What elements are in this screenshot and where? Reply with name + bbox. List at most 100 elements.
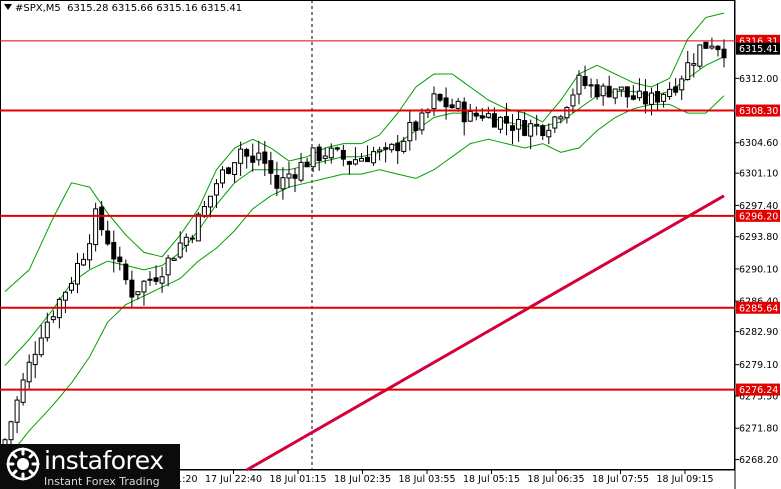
candle-body	[371, 151, 377, 164]
candle-body	[244, 149, 250, 157]
candle-body	[648, 92, 654, 105]
candle-body	[516, 119, 522, 130]
y-tick-label: 6312.00	[739, 74, 778, 85]
candle-body	[171, 258, 177, 261]
candle-body	[673, 86, 679, 93]
candle-body	[383, 147, 389, 150]
candle-body	[238, 148, 244, 164]
candle-body	[534, 123, 540, 127]
candle-body	[636, 90, 642, 99]
candle-body	[75, 262, 81, 285]
level-price-tag	[736, 104, 780, 117]
candle-body	[340, 149, 346, 160]
level-price-tag	[736, 209, 780, 222]
x-tick-label: 18 Jul 06:35	[528, 474, 585, 485]
level-price-label: 6296.20	[739, 211, 778, 222]
middle-bollinger-band	[4, 56, 725, 366]
candle-body	[68, 283, 74, 291]
candle-body	[189, 237, 195, 240]
candle-body	[546, 129, 552, 138]
symbol-label: #SPX,M5	[15, 3, 61, 14]
candle-body	[310, 147, 316, 168]
candle-body	[455, 100, 461, 109]
x-tick-label: 17 Jul 22:40	[205, 474, 262, 485]
candle-body	[491, 113, 497, 128]
candle-body	[600, 85, 606, 97]
candle-body	[467, 110, 473, 122]
x-tick-label: 18 Jul 05:15	[463, 474, 520, 485]
candle-body	[461, 101, 467, 123]
candle-body	[304, 161, 310, 168]
candle-body	[570, 94, 576, 107]
candle-body	[522, 120, 528, 136]
candle-body	[655, 91, 661, 103]
candle-body	[147, 278, 153, 281]
candle-body	[437, 93, 443, 101]
candle-body	[691, 63, 697, 66]
candle-body	[213, 183, 219, 196]
ohlc-readout: 6315.28 6315.66 6315.16 6315.41	[67, 3, 243, 14]
candle-body	[721, 48, 727, 59]
brand-logo-icon	[6, 447, 40, 481]
brand-watermark: instaforex Instant Forex Trading	[0, 444, 180, 489]
candle-body	[8, 421, 14, 441]
candle-body	[32, 353, 38, 366]
candle-body	[123, 263, 129, 281]
candle-body	[431, 93, 437, 110]
candle-body	[129, 279, 135, 298]
candle-body	[365, 156, 371, 163]
candle-body	[195, 213, 201, 242]
current-price-tag	[736, 42, 780, 55]
level-price-tag	[736, 383, 780, 396]
y-tick-label: 6301.10	[739, 169, 778, 180]
candle-body	[352, 159, 358, 165]
candle-body	[642, 91, 648, 105]
candle-body	[26, 361, 32, 383]
candle-body	[20, 379, 26, 403]
candle-body	[594, 84, 600, 98]
candle-body	[479, 115, 485, 119]
candle-body	[165, 257, 171, 276]
candle-body	[62, 291, 68, 301]
candle-body	[177, 242, 183, 258]
candle-body	[226, 167, 232, 174]
level-price-label: 6316.31	[739, 36, 778, 47]
candle-body	[105, 230, 111, 245]
candle-body	[443, 97, 449, 108]
candle-body	[50, 316, 56, 321]
candle-body	[528, 123, 534, 137]
y-tick-label: 6290.10	[739, 264, 778, 275]
candle-body	[280, 177, 286, 190]
candle-body	[328, 147, 334, 159]
candle-body	[552, 116, 558, 129]
candle-body	[334, 147, 340, 150]
candle-body	[413, 121, 419, 131]
brand-name: instaforex	[44, 446, 164, 475]
candle-body	[207, 195, 213, 208]
y-tick-label: 6268.20	[739, 455, 778, 466]
candle-body	[606, 85, 612, 98]
candle-body	[679, 78, 685, 91]
level-price-label: 6308.30	[739, 106, 778, 117]
candle-body	[624, 86, 630, 98]
candle-body	[87, 243, 93, 261]
candle-body	[419, 112, 425, 131]
y-tick-label: 6282.90	[739, 327, 778, 338]
chart-header: #SPX,M5 6315.28 6315.66 6315.16 6315.41	[4, 3, 242, 14]
candle-body	[503, 115, 509, 124]
candle-body	[268, 160, 274, 174]
candle-body	[576, 74, 582, 95]
y-tick-label: 6271.80	[739, 424, 778, 435]
candle-body	[99, 206, 105, 231]
candle-body	[44, 321, 50, 339]
x-tick-label: 18 Jul 03:55	[399, 474, 456, 485]
dropdown-triangle-icon[interactable]	[4, 4, 12, 10]
candle-body	[153, 277, 159, 282]
candle-body	[395, 142, 401, 152]
candle-body	[564, 107, 570, 119]
candle-body	[256, 152, 262, 161]
x-tick-label: 18 Jul 01:15	[270, 474, 327, 485]
candle-body	[588, 84, 594, 87]
y-tick-label: 6297.40	[739, 201, 778, 212]
